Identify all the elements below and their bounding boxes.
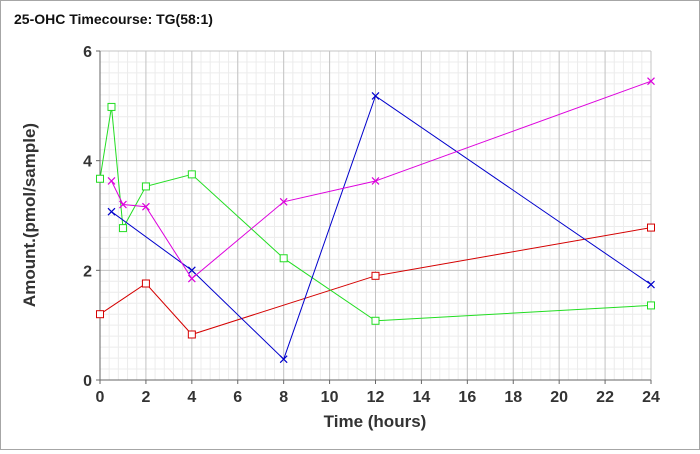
chart-title: 25-OHC Timecourse: TG(58:1) xyxy=(14,11,213,27)
x-tick-label: 0 xyxy=(96,389,105,406)
y-tick-labels: 0 2 4 6 xyxy=(83,44,92,390)
x-tick-label: 6 xyxy=(233,389,242,406)
y-tick-label: 2 xyxy=(83,263,92,280)
x-tick-label: 10 xyxy=(321,389,339,406)
axes xyxy=(96,50,652,384)
data-point xyxy=(279,355,288,364)
data-point xyxy=(187,266,196,275)
data-point xyxy=(371,271,380,280)
x-tick-label: 2 xyxy=(141,389,150,406)
data-point xyxy=(279,254,288,263)
y-tick-label: 6 xyxy=(83,44,92,61)
data-point xyxy=(647,301,655,310)
data-point xyxy=(141,202,150,211)
series-layer xyxy=(96,77,655,364)
series-line xyxy=(111,80,652,280)
series-2 xyxy=(96,102,655,325)
y-tick-label: 4 xyxy=(83,154,92,171)
data-point xyxy=(96,174,104,183)
x-tick-label: 20 xyxy=(550,389,568,406)
data-point xyxy=(141,182,150,191)
major-grid xyxy=(99,50,652,381)
data-point xyxy=(107,207,116,216)
data-point xyxy=(187,330,196,339)
data-point xyxy=(187,170,196,179)
data-point xyxy=(371,316,380,325)
data-point xyxy=(647,223,655,232)
x-tick-label: 8 xyxy=(279,389,288,406)
series-3 xyxy=(107,92,655,364)
data-point xyxy=(107,177,116,185)
x-tick-label: 18 xyxy=(504,389,522,406)
x-tick-labels: 0 2 4 6 8 10 12 14 16 18 20 22 24 xyxy=(96,389,660,406)
x-tick-label: 22 xyxy=(596,389,614,406)
y-tick-label: 0 xyxy=(83,373,92,390)
x-axis-label: Time (hours) xyxy=(324,412,427,431)
data-point xyxy=(371,92,380,100)
data-point xyxy=(647,280,655,289)
series-4 xyxy=(107,77,655,283)
x-tick-label: 16 xyxy=(458,389,476,406)
x-tick-label: 12 xyxy=(367,389,385,406)
data-point xyxy=(118,224,127,233)
data-point xyxy=(187,274,196,283)
data-point xyxy=(107,102,116,111)
series-1 xyxy=(96,223,655,339)
series-line xyxy=(111,95,652,361)
data-point xyxy=(119,200,127,209)
data-point xyxy=(141,279,150,288)
x-tick-label: 24 xyxy=(642,389,660,406)
x-tick-label: 4 xyxy=(187,389,196,406)
data-point xyxy=(371,177,380,185)
series-line xyxy=(99,106,652,322)
data-point xyxy=(279,197,288,206)
x-tick-label: 14 xyxy=(413,389,431,406)
data-point xyxy=(647,77,655,86)
y-axis-label: Amount.(pmol/sample) xyxy=(20,123,39,307)
data-point xyxy=(96,310,104,319)
